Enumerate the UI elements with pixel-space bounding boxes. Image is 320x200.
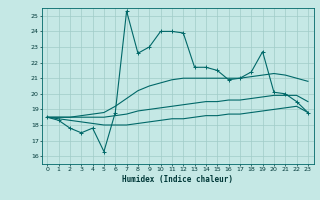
X-axis label: Humidex (Indice chaleur): Humidex (Indice chaleur)	[122, 175, 233, 184]
